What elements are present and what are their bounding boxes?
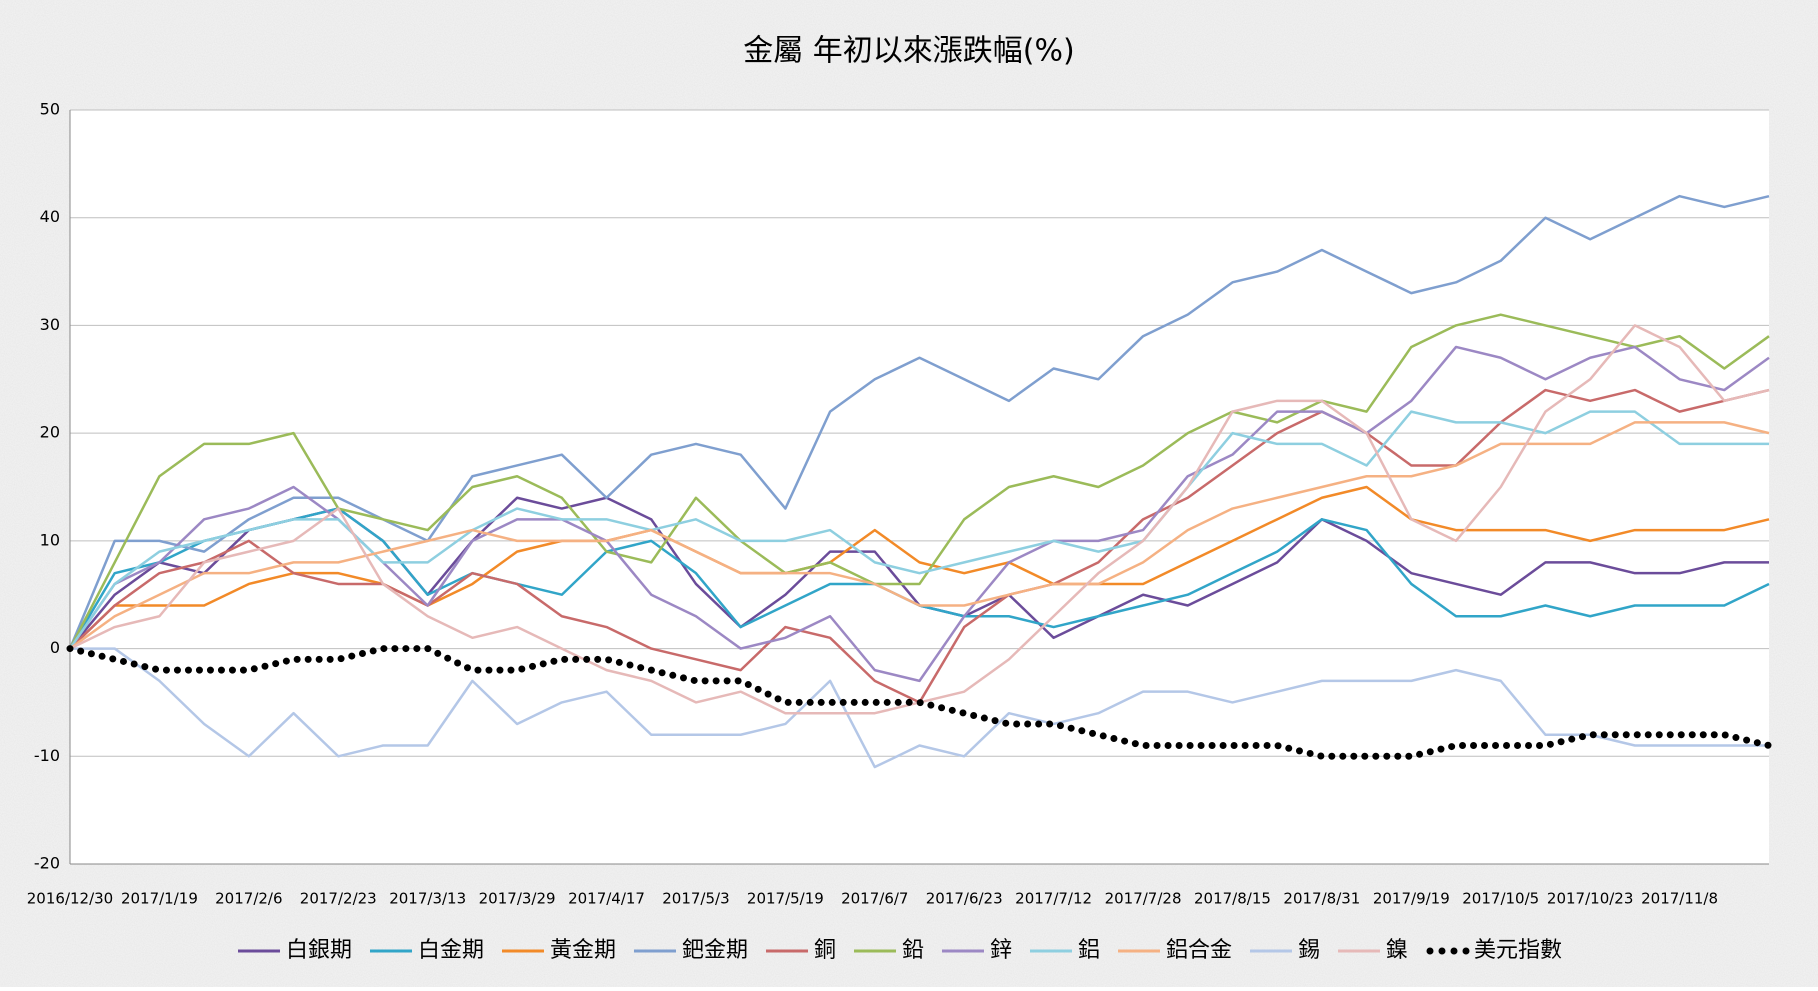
- x-tick-label: 2017/5/19: [747, 890, 824, 908]
- x-tick-label: 2016/12/30: [27, 890, 113, 908]
- x-tick-label: 2017/8/15: [1194, 890, 1271, 908]
- x-tick-label: 2017/6/7: [841, 890, 908, 908]
- x-tick-label: 2017/10/23: [1547, 890, 1633, 908]
- legend-label: 美元指數: [1474, 938, 1562, 963]
- y-tick-label: 0: [50, 638, 60, 657]
- x-tick-label: 2017/8/31: [1283, 890, 1360, 908]
- x-tick-label: 2017/2/6: [215, 890, 282, 908]
- y-tick-label: -10: [34, 746, 60, 765]
- x-tick-label: 2017/7/28: [1105, 890, 1182, 908]
- legend-label: 鋁合金: [1166, 938, 1232, 963]
- y-tick-label: 20: [40, 423, 60, 442]
- series-line: [69, 421, 1770, 650]
- series-line: [68, 313, 1770, 650]
- legend-label: 鋁: [1078, 938, 1100, 963]
- legend-label: 鈀金期: [682, 938, 748, 963]
- series-line: [70, 647, 1769, 769]
- x-tick-label: 2017/7/12: [1015, 890, 1092, 908]
- series-line: [66, 645, 1773, 760]
- legend-label: 鋅: [990, 938, 1012, 963]
- y-tick-label: 50: [40, 100, 60, 119]
- chart-title: 金屬 年初以來漲跌幅(%): [743, 34, 1074, 69]
- legend-label: 白金期: [418, 938, 484, 963]
- legend-label: 銅: [814, 938, 836, 963]
- x-tick-label: 2017/10/5: [1462, 890, 1539, 908]
- y-tick-label: 10: [40, 530, 60, 549]
- legend-label: 鉛: [902, 938, 924, 963]
- x-tick-label: 2017/3/13: [389, 890, 466, 908]
- x-tick-label: 2017/3/29: [479, 890, 556, 908]
- legend-label: 鎳: [1386, 938, 1408, 963]
- x-tick-label: 2017/4/17: [568, 890, 645, 908]
- x-tick-label: 2017/11/8: [1641, 890, 1718, 908]
- legend-label: 錫: [1298, 938, 1320, 963]
- x-tick-label: 2017/5/3: [662, 890, 729, 908]
- legend-label: 白銀期: [286, 938, 352, 963]
- x-tick-label: 2017/1/19: [121, 890, 198, 908]
- x-tick-label: 2017/9/19: [1373, 890, 1450, 908]
- x-tick-label: 2017/2/23: [300, 890, 377, 908]
- legend-label: 黃金期: [550, 938, 616, 963]
- plot-area: [70, 110, 1769, 864]
- y-tick-label: -20: [34, 854, 60, 873]
- y-tick-label: 40: [40, 207, 60, 226]
- series-line: [68, 194, 1770, 650]
- series-line: [69, 485, 1770, 650]
- y-tick-label: 30: [40, 315, 60, 334]
- x-tick-label: 2017/6/23: [926, 890, 1003, 908]
